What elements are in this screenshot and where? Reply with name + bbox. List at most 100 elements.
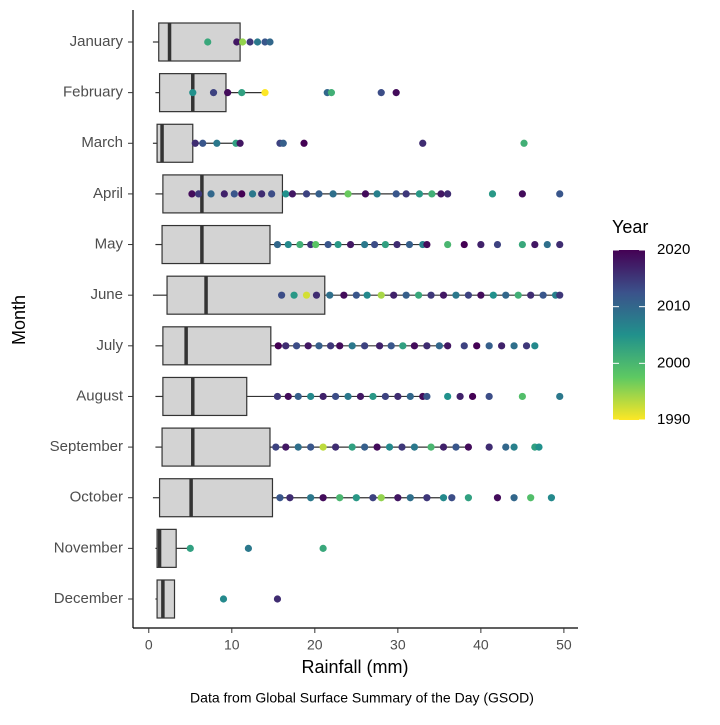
point bbox=[485, 342, 493, 350]
point bbox=[527, 494, 535, 502]
point bbox=[191, 139, 199, 147]
colorbar-tick-label: 2010 bbox=[657, 298, 690, 315]
point bbox=[369, 494, 377, 502]
y-tick-label: November bbox=[54, 539, 123, 556]
point bbox=[402, 291, 410, 299]
point bbox=[352, 291, 360, 299]
point bbox=[248, 190, 257, 198]
point bbox=[356, 392, 365, 401]
caption: Data from Global Surface Summary of the … bbox=[190, 690, 534, 706]
point bbox=[464, 494, 473, 502]
point bbox=[290, 291, 298, 299]
point bbox=[464, 443, 473, 451]
point bbox=[452, 291, 460, 299]
point bbox=[502, 443, 510, 451]
point bbox=[393, 240, 401, 249]
point bbox=[370, 240, 379, 249]
point bbox=[377, 494, 385, 502]
point bbox=[399, 342, 407, 350]
point bbox=[188, 190, 196, 198]
point bbox=[518, 190, 526, 198]
point bbox=[531, 342, 539, 350]
point bbox=[282, 342, 290, 350]
box bbox=[156, 528, 177, 568]
point bbox=[363, 291, 371, 299]
point bbox=[302, 291, 311, 299]
point bbox=[352, 494, 360, 502]
point bbox=[394, 494, 402, 502]
point bbox=[381, 392, 389, 401]
point bbox=[199, 139, 207, 147]
point bbox=[543, 240, 551, 249]
point bbox=[312, 240, 320, 249]
point bbox=[381, 240, 389, 249]
point bbox=[284, 392, 292, 401]
point bbox=[444, 240, 452, 249]
point bbox=[266, 38, 274, 46]
point bbox=[498, 342, 506, 350]
point bbox=[315, 190, 323, 198]
point bbox=[219, 595, 228, 603]
point bbox=[392, 89, 400, 97]
point bbox=[468, 392, 477, 401]
point bbox=[423, 342, 431, 350]
point bbox=[194, 190, 203, 198]
point bbox=[377, 89, 385, 97]
colorbar-tick-label: 2020 bbox=[657, 241, 690, 258]
point bbox=[493, 240, 502, 249]
point bbox=[236, 139, 244, 147]
point bbox=[535, 443, 543, 451]
point bbox=[361, 443, 369, 451]
point bbox=[520, 139, 528, 147]
point bbox=[369, 392, 377, 401]
point bbox=[361, 342, 369, 350]
point bbox=[307, 494, 315, 502]
point bbox=[326, 342, 335, 350]
colorbar-title: Year bbox=[612, 217, 648, 237]
point bbox=[336, 494, 344, 502]
point bbox=[518, 392, 526, 401]
point bbox=[531, 240, 539, 249]
point bbox=[224, 89, 232, 97]
point bbox=[230, 190, 238, 198]
point bbox=[390, 291, 398, 299]
point bbox=[556, 291, 564, 299]
point bbox=[278, 291, 286, 299]
point bbox=[300, 139, 308, 147]
point bbox=[460, 342, 468, 350]
y-tick-label: December bbox=[54, 590, 123, 607]
point bbox=[307, 443, 315, 451]
box bbox=[162, 326, 272, 366]
point bbox=[246, 38, 254, 46]
x-tick-label: 0 bbox=[145, 637, 153, 653]
colorbar bbox=[613, 250, 645, 420]
point bbox=[477, 240, 485, 249]
point bbox=[385, 443, 394, 451]
point bbox=[307, 392, 315, 401]
point bbox=[373, 190, 381, 198]
point bbox=[423, 240, 431, 249]
point bbox=[296, 240, 304, 249]
point bbox=[419, 139, 427, 147]
point bbox=[415, 190, 424, 198]
point bbox=[477, 291, 485, 299]
box bbox=[162, 376, 248, 417]
point bbox=[261, 89, 269, 97]
y-tick-label: October bbox=[70, 489, 123, 506]
point bbox=[324, 240, 332, 249]
point bbox=[220, 190, 228, 198]
point bbox=[464, 291, 473, 299]
point bbox=[439, 494, 448, 502]
y-tick-label: May bbox=[95, 236, 124, 253]
x-tick-label: 10 bbox=[224, 637, 240, 653]
y-tick-label: April bbox=[93, 185, 123, 202]
point bbox=[514, 291, 522, 299]
point bbox=[435, 342, 443, 350]
point bbox=[272, 443, 280, 451]
point bbox=[331, 443, 340, 451]
point bbox=[444, 392, 452, 401]
point bbox=[244, 544, 253, 552]
point bbox=[406, 494, 414, 502]
point bbox=[539, 291, 547, 299]
point bbox=[268, 190, 276, 198]
